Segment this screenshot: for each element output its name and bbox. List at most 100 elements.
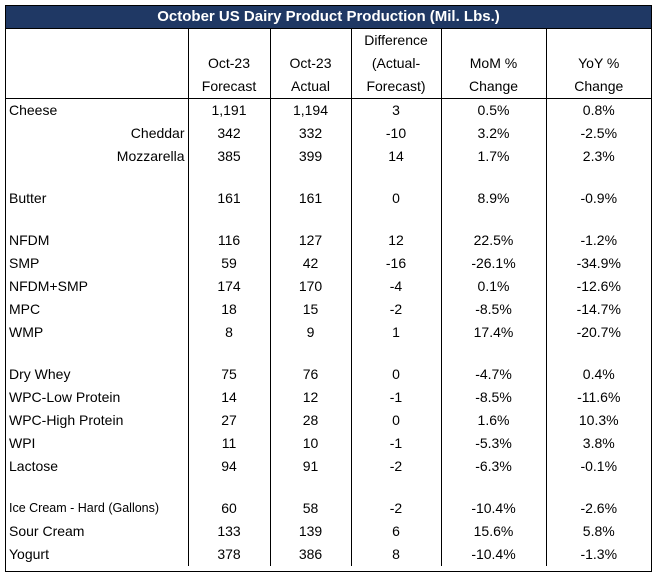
header-line xyxy=(189,29,270,52)
product-name-cell: NFDM xyxy=(9,232,50,248)
product-name-cell: Sour Cream xyxy=(9,523,85,539)
yoy-change-cell: 0.4% xyxy=(545,363,651,386)
table-row: Butter 161 161 0 8.9% -0.9% xyxy=(6,187,651,210)
table-row: Dry Whey 75 76 0 -4.7% 0.4% xyxy=(6,363,651,386)
yoy-change-cell: -11.6% xyxy=(545,386,651,409)
actual-cell: 76 xyxy=(269,363,351,386)
actual-cell: 28 xyxy=(269,409,351,432)
spacer-cell xyxy=(269,344,351,363)
spacer-cell xyxy=(545,168,651,187)
table-row: Sour Cream 133 139 6 15.6% 5.8% xyxy=(6,520,651,543)
table-row: NFDM+SMP 174 170 -4 0.1% -12.6% xyxy=(6,275,651,298)
actual-cell: 127 xyxy=(269,229,351,252)
production-table-frame: October US Dairy Product Production (Mil… xyxy=(5,5,652,572)
spacer-cell xyxy=(6,168,188,187)
spacer-row xyxy=(6,478,651,497)
spacer-row xyxy=(6,168,651,187)
difference-cell: -10 xyxy=(350,122,441,145)
header-line: (Actual- xyxy=(371,55,421,71)
mom-change-cell: 22.5% xyxy=(440,229,546,252)
difference-cell: -16 xyxy=(350,252,441,275)
actual-cell: 332 xyxy=(269,122,351,145)
product-name-cell: Ice Cream - Hard (Gallons) xyxy=(9,501,160,515)
product-name-cell: SMP xyxy=(9,255,40,271)
difference-cell: -2 xyxy=(350,298,441,321)
table-row: Ice Cream - Hard (Gallons) 60 58 -2 -10.4% -2… xyxy=(6,497,651,520)
actual-cell: 10 xyxy=(269,432,351,455)
header-line: Change xyxy=(574,78,624,94)
header-mom-change: MoM % Change xyxy=(440,29,546,99)
mom-change-cell: -6.3% xyxy=(440,455,546,478)
spacer-cell xyxy=(6,344,188,363)
mom-change-cell: 0.5% xyxy=(440,98,546,122)
header-forecast: Oct-23 Forecast xyxy=(187,29,270,99)
yoy-change-cell: -2.6% xyxy=(545,497,651,520)
header-line: YoY % xyxy=(578,55,620,71)
yoy-change-cell: 3.8% xyxy=(545,432,651,455)
forecast-cell: 8 xyxy=(187,321,270,344)
yoy-change-cell: -20.7% xyxy=(545,321,651,344)
table-row: Cheddar 342 332 -10 3.2% -2.5% xyxy=(6,122,651,145)
forecast-cell: 60 xyxy=(187,497,270,520)
table-row: NFDM 116 127 12 22.5% -1.2% xyxy=(6,229,651,252)
header-line: Difference xyxy=(364,32,428,48)
yoy-change-cell: 10.3% xyxy=(545,409,651,432)
actual-cell: 15 xyxy=(269,298,351,321)
spacer-cell xyxy=(269,478,351,497)
header-row: Oct-23 Forecast Oct-23 Actual Difference (Ac… xyxy=(6,29,651,99)
product-name-cell: WPC-Low Protein xyxy=(9,389,121,405)
yoy-change-cell: 2.3% xyxy=(545,145,651,168)
yoy-change-cell: -14.7% xyxy=(545,298,651,321)
forecast-cell: 342 xyxy=(187,122,270,145)
difference-cell: 0 xyxy=(350,187,441,210)
actual-cell: 12 xyxy=(269,386,351,409)
spacer-cell xyxy=(440,344,546,363)
product-name-cell: MPC xyxy=(9,301,41,317)
header-line xyxy=(547,29,652,52)
forecast-cell: 18 xyxy=(187,298,270,321)
yoy-change-cell: -2.5% xyxy=(545,122,651,145)
forecast-cell: 14 xyxy=(187,386,270,409)
difference-cell: 1 xyxy=(350,321,441,344)
forecast-cell: 133 xyxy=(187,520,270,543)
forecast-cell: 378 xyxy=(187,543,270,566)
forecast-cell: 161 xyxy=(187,187,270,210)
mom-change-cell: -26.1% xyxy=(440,252,546,275)
product-name-cell: NFDM+SMP xyxy=(9,278,88,294)
spacer-cell xyxy=(269,210,351,229)
spacer-cell xyxy=(545,478,651,497)
spacer-cell xyxy=(269,168,351,187)
product-name-cell: WPI xyxy=(9,435,36,451)
actual-cell: 91 xyxy=(269,455,351,478)
difference-cell: 12 xyxy=(350,229,441,252)
table-row: WPC-Low Protein 14 12 -1 -8.5% -11.6% xyxy=(6,386,651,409)
difference-cell: 0 xyxy=(350,363,441,386)
mom-change-cell: -4.7% xyxy=(440,363,546,386)
actual-cell: 399 xyxy=(269,145,351,168)
difference-cell: 0 xyxy=(350,409,441,432)
mom-change-cell: 8.9% xyxy=(440,187,546,210)
forecast-cell: 174 xyxy=(187,275,270,298)
difference-cell: -2 xyxy=(350,455,441,478)
actual-cell: 9 xyxy=(269,321,351,344)
forecast-cell: 116 xyxy=(187,229,270,252)
spacer-cell xyxy=(350,210,441,229)
spacer-cell xyxy=(187,344,270,363)
table-row: Cheese 1,191 1,194 3 0.5% 0.8% xyxy=(6,98,651,122)
product-name-cell: Butter xyxy=(9,190,47,206)
header-actual: Oct-23 Actual xyxy=(269,29,351,99)
spacer-cell xyxy=(187,210,270,229)
spacer-cell xyxy=(187,478,270,497)
difference-cell: -1 xyxy=(350,432,441,455)
actual-cell: 170 xyxy=(269,275,351,298)
header-line: Change xyxy=(468,78,519,94)
spacer-cell xyxy=(545,210,651,229)
product-name-cell: WMP xyxy=(9,324,44,340)
actual-cell: 386 xyxy=(269,543,351,566)
difference-cell: -1 xyxy=(350,386,441,409)
mom-change-cell: -10.4% xyxy=(440,497,546,520)
product-name-cell: Lactose xyxy=(9,458,59,474)
yoy-change-cell: -34.9% xyxy=(545,252,651,275)
spacer-cell xyxy=(350,344,441,363)
table-row: WPC-High Protein 27 28 0 1.6% 10.3% xyxy=(6,409,651,432)
